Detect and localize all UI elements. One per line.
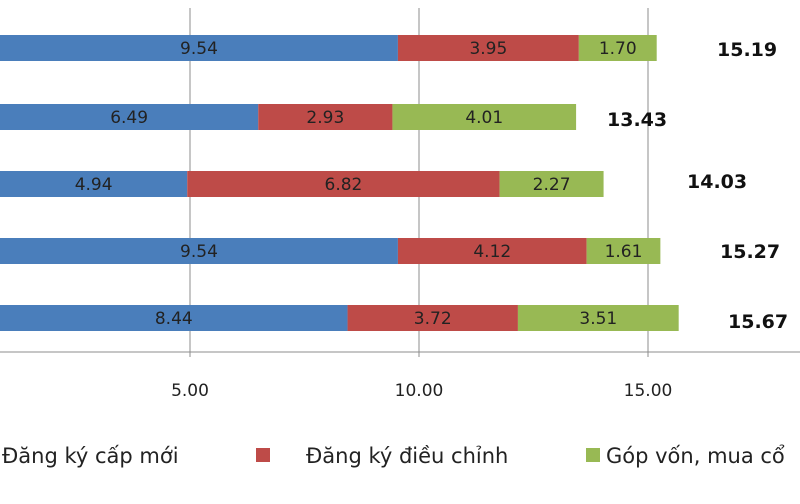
bar-dang-ky-cap-moi	[0, 35, 398, 61]
bar-dang-ky-dieu-chinh	[397, 238, 587, 264]
x-tick-label: 5.00	[171, 381, 209, 401]
data-label-gop-von: 3.51	[579, 309, 617, 329]
bar-dang-ky-cap-moi	[0, 305, 348, 331]
data-label-dang-ky-cap-moi: 9.54	[180, 242, 218, 262]
data-label-dang-ky-cap-moi: 4.94	[75, 175, 113, 195]
bar-dang-ky-dieu-chinh	[187, 171, 500, 197]
bar-dang-ky-cap-moi	[0, 104, 259, 130]
bar-dang-ky-dieu-chinh	[258, 104, 393, 130]
total-label: 14.03	[687, 171, 747, 193]
data-label-gop-von: 1.61	[605, 242, 643, 262]
data-label-dang-ky-dieu-chinh: 6.82	[325, 175, 363, 195]
bar-dang-ky-dieu-chinh	[347, 305, 518, 331]
bar-dang-ky-cap-moi	[0, 171, 188, 197]
total-label: 15.19	[717, 39, 777, 61]
data-label-dang-ky-dieu-chinh: 4.12	[473, 242, 511, 262]
bar-gop-von	[578, 35, 657, 61]
x-tick-label: 10.00	[395, 381, 444, 401]
x-tick-label: 15.00	[624, 381, 673, 401]
bar-gop-von	[499, 171, 604, 197]
bar-dang-ky-cap-moi	[0, 238, 398, 264]
data-label-dang-ky-cap-moi: 9.54	[180, 39, 218, 59]
legend-gop-von-label: Góp vốn, mua cổ	[606, 444, 785, 468]
total-label: 15.67	[728, 311, 788, 333]
data-label-dang-ky-dieu-chinh: 2.93	[306, 108, 344, 128]
data-label-dang-ky-cap-moi: 8.44	[155, 309, 193, 329]
bar-gop-von	[392, 104, 577, 130]
total-label: 13.43	[607, 109, 667, 131]
legend-dang-ky-dieu-chinh-swatch	[256, 448, 270, 462]
legend-gop-von-swatch	[586, 448, 600, 462]
data-label-gop-von: 2.27	[533, 175, 571, 195]
legend-dang-ky-dieu-chinh-label: Đăng ký điều chỉnh	[306, 444, 508, 468]
data-label-gop-von: 4.01	[465, 108, 503, 128]
data-label-dang-ky-cap-moi: 6.49	[110, 108, 148, 128]
legend-dang-ky-cap-moi-label: Đăng ký cấp mới	[2, 444, 179, 468]
bar-gop-von	[517, 305, 679, 331]
data-label-gop-von: 1.70	[599, 39, 637, 59]
data-label-dang-ky-dieu-chinh: 3.72	[414, 309, 452, 329]
data-label-dang-ky-dieu-chinh: 3.95	[469, 39, 507, 59]
bar-gop-von	[586, 238, 661, 264]
total-label: 15.27	[720, 241, 780, 263]
bar-dang-ky-dieu-chinh	[397, 35, 579, 61]
